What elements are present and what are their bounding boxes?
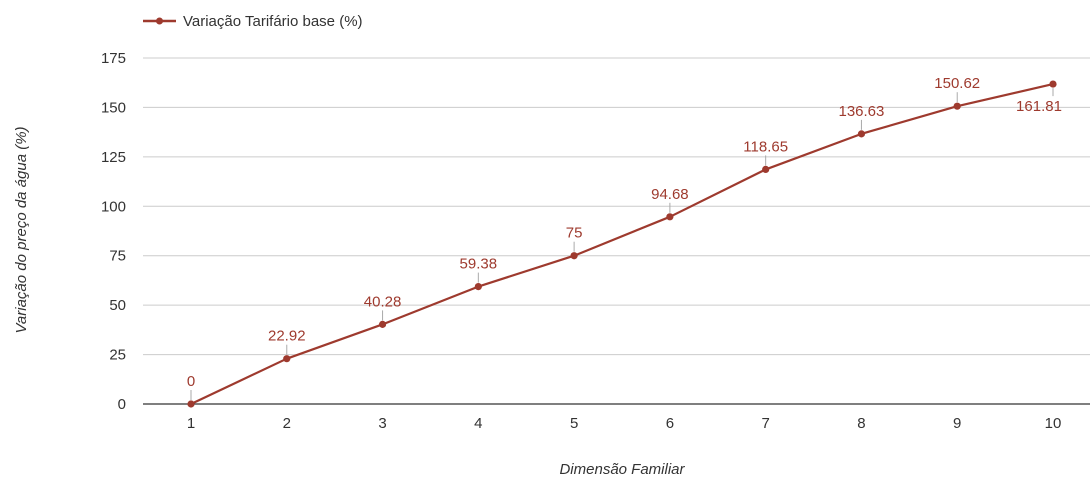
y-tick-label: 0: [118, 396, 126, 413]
x-tick-label: 7: [761, 415, 769, 432]
data-point: [857, 130, 866, 138]
data-label: 94.68: [651, 186, 689, 203]
x-tick-label: 6: [666, 415, 674, 432]
x-tick-label: 10: [1045, 415, 1062, 432]
x-tick-label: 1: [187, 415, 195, 432]
legend-marker-swatch: [156, 17, 163, 25]
data-labels: 0 22.92 40.28 59.38 75 94.68 118.65 136.63 150.6…: [187, 75, 1062, 400]
data-point: [474, 282, 482, 291]
data-point: [570, 252, 578, 260]
x-tick-label: 3: [378, 415, 386, 432]
x-tick-label: 5: [570, 415, 578, 432]
y-tick-label: 150: [101, 99, 126, 116]
data-label: 136.63: [838, 103, 884, 120]
data-label: 0: [187, 373, 195, 390]
data-point: [762, 165, 770, 174]
y-tick-label: 125: [101, 149, 126, 166]
data-point: [187, 400, 195, 408]
data-label: 150.62: [934, 75, 980, 92]
x-axis-ticks: 1 2 3 4 5 6 7 8 9 10: [187, 415, 1062, 432]
data-label: 40.28: [364, 293, 402, 310]
data-point: [283, 355, 291, 363]
y-tick-label: 50: [109, 297, 126, 314]
x-tick-label: 4: [474, 415, 482, 432]
y-tick-label: 25: [109, 347, 126, 364]
data-point: [666, 213, 674, 221]
x-axis-title: Dimensão Familiar: [559, 461, 685, 477]
series-variacao-tarifario-base: [187, 80, 1057, 408]
y-tick-label: 100: [101, 198, 126, 215]
x-tick-label: 8: [857, 415, 865, 432]
data-label: 75: [566, 225, 583, 242]
legend: Variação Tarifário base (%): [143, 13, 363, 30]
data-label: 22.92: [268, 328, 306, 345]
data-point: [378, 320, 387, 328]
y-tick-label: 75: [109, 248, 126, 265]
y-tick-label: 175: [101, 50, 126, 67]
series-line: [190, 83, 1054, 405]
data-point: [1049, 80, 1057, 88]
data-label: 118.65: [743, 138, 788, 155]
x-tick-label: 2: [283, 415, 291, 432]
data-point: [953, 102, 961, 110]
y-axis-ticks: 0 25 50 75 100 125 150 175: [101, 50, 126, 413]
x-tick-label: 9: [953, 415, 961, 432]
data-label: 59.38: [460, 256, 498, 273]
data-label: 161.81: [1016, 98, 1062, 115]
y-axis-title: Variação do preço da água (%): [13, 126, 30, 333]
legend-label: Variação Tarifário base (%): [183, 13, 363, 30]
